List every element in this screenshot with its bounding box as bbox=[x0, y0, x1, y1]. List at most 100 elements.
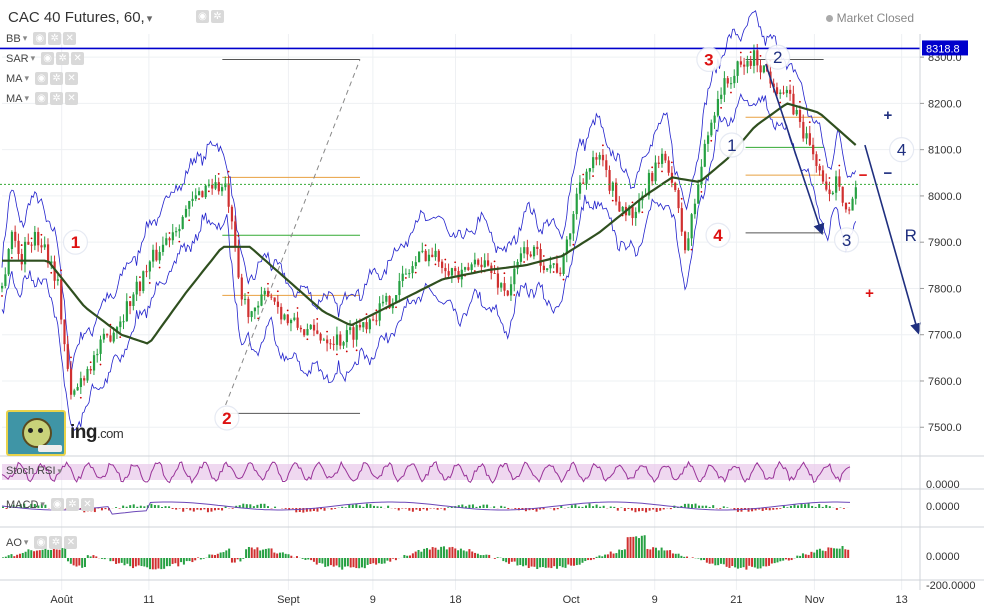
ao-bar bbox=[556, 558, 559, 569]
macd-bar bbox=[23, 503, 26, 508]
chevron-down-icon[interactable]: ▾ bbox=[40, 499, 45, 509]
close-icon[interactable]: ✕ bbox=[63, 32, 77, 45]
ao-bar bbox=[420, 551, 423, 558]
chevron-down-icon[interactable]: ▾ bbox=[24, 73, 30, 83]
eye-icon[interactable]: ◉ bbox=[41, 52, 55, 65]
macd-bar bbox=[309, 508, 312, 512]
eye-icon[interactable]: ◉ bbox=[35, 92, 49, 105]
candle-body bbox=[20, 253, 23, 265]
ao-bar bbox=[768, 558, 771, 566]
sar-dot bbox=[680, 197, 683, 200]
chart-title[interactable]: CAC 40 Futures, 60, ▾ bbox=[8, 9, 153, 26]
close-icon[interactable]: ✕ bbox=[71, 52, 85, 65]
gear-icon[interactable]: ✲ bbox=[48, 32, 62, 45]
candle-body bbox=[184, 208, 188, 217]
macd-bar bbox=[634, 508, 637, 513]
candle-body bbox=[664, 153, 667, 161]
eye-icon[interactable]: ◉ bbox=[50, 498, 64, 511]
sar-dot bbox=[670, 161, 673, 164]
indicator-legend-sar[interactable]: SAR ▾ ◉ ✲ ✕ bbox=[6, 52, 85, 65]
indicator-legend-ma[interactable]: MA ▾ ◉ ✲ ✕ bbox=[6, 72, 79, 85]
candle-body bbox=[155, 249, 158, 261]
gear-icon[interactable]: ✲ bbox=[211, 10, 224, 23]
ao-bar bbox=[129, 558, 132, 567]
y-tick-label: 7900.0 bbox=[928, 237, 962, 249]
wave-label: 1 bbox=[727, 136, 736, 155]
macd-bar bbox=[574, 503, 577, 508]
candle-body bbox=[404, 273, 408, 275]
gear-icon[interactable]: ✲ bbox=[50, 72, 64, 85]
chevron-down-icon[interactable]: ▾ bbox=[23, 537, 29, 547]
candle-body bbox=[726, 78, 729, 84]
candle-body bbox=[693, 203, 697, 215]
ao-bar bbox=[344, 558, 347, 567]
wave-label: 4 bbox=[897, 141, 906, 160]
chevron-down-icon[interactable]: ▾ bbox=[22, 33, 28, 43]
macd-bar bbox=[93, 508, 96, 513]
close-icon[interactable]: ✕ bbox=[64, 536, 78, 549]
macd-bar bbox=[599, 506, 602, 508]
gear-icon[interactable]: ✲ bbox=[56, 52, 70, 65]
sar-dot bbox=[30, 237, 33, 240]
macd-bar bbox=[500, 505, 503, 508]
gear-icon[interactable]: ✲ bbox=[49, 536, 63, 549]
candle-body bbox=[779, 92, 782, 95]
candle-body bbox=[372, 319, 375, 321]
ao-bar bbox=[612, 553, 615, 558]
chevron-down-icon[interactable]: ▾ bbox=[24, 93, 30, 103]
candle-body bbox=[99, 339, 102, 354]
chevron-down-icon[interactable]: ▾ bbox=[146, 13, 153, 25]
ao-bar bbox=[796, 555, 799, 558]
candle-body bbox=[450, 268, 454, 276]
indicator-legend-macd[interactable]: MACD ▾ ◉ ✲ ✕ bbox=[6, 498, 94, 511]
eye-icon[interactable]: ◉ bbox=[33, 32, 47, 45]
ao-bar bbox=[838, 548, 841, 558]
stoch-rsi-line bbox=[1, 460, 851, 484]
ao-bar bbox=[595, 556, 598, 558]
candle-body bbox=[700, 166, 703, 185]
ao-bar bbox=[160, 558, 163, 570]
marker-symbol: + bbox=[865, 285, 874, 302]
macd-bar bbox=[164, 506, 167, 508]
candle-body bbox=[848, 209, 851, 211]
ao-bar bbox=[801, 553, 804, 558]
indicator-legend-ma-2[interactable]: MA ▾ ◉ ✲ ✕ bbox=[6, 92, 79, 105]
ao-bar bbox=[544, 558, 547, 568]
ao-bar bbox=[519, 558, 522, 565]
sar-dot bbox=[20, 244, 23, 246]
indicator-legend-stoch-rsi[interactable]: Stoch RSI ▾ bbox=[6, 465, 63, 477]
macd-bar bbox=[245, 504, 248, 508]
candle-body bbox=[821, 170, 825, 182]
eye-icon[interactable]: ◉ bbox=[34, 536, 48, 549]
chevron-down-icon[interactable]: ▾ bbox=[57, 465, 63, 476]
sar-dot bbox=[237, 234, 240, 237]
close-icon[interactable]: ✕ bbox=[65, 92, 79, 105]
macd-bar bbox=[104, 508, 107, 510]
close-icon[interactable]: ✕ bbox=[80, 498, 94, 511]
macd-bar bbox=[429, 508, 432, 509]
sar-dot bbox=[493, 260, 496, 263]
chevron-down-icon[interactable]: ▾ bbox=[30, 53, 36, 63]
ao-bar bbox=[426, 548, 428, 558]
sar-dot bbox=[267, 282, 269, 285]
ao-bar bbox=[216, 553, 219, 558]
gear-icon[interactable]: ✲ bbox=[50, 92, 64, 105]
close-icon[interactable]: ✕ bbox=[65, 72, 79, 85]
wave-label: 2 bbox=[773, 48, 782, 67]
candle-body bbox=[211, 184, 214, 189]
macd-bar bbox=[814, 506, 817, 508]
indicator-legend-bb[interactable]: BB ▾ ◉ ✲ ✕ bbox=[6, 32, 77, 45]
ao-bar bbox=[375, 558, 378, 565]
eye-icon[interactable]: ◉ bbox=[196, 10, 209, 23]
candle-body bbox=[762, 65, 765, 73]
eye-icon[interactable]: ◉ bbox=[35, 72, 49, 85]
ao-bar bbox=[233, 558, 236, 563]
ao-bar bbox=[652, 547, 655, 558]
candle-body bbox=[418, 251, 421, 263]
indicator-legend-ao[interactable]: AO ▾ ◉ ✲ ✕ bbox=[6, 536, 78, 549]
gear-icon[interactable]: ✲ bbox=[65, 498, 79, 511]
candle-body bbox=[628, 206, 631, 216]
macd-bar bbox=[694, 503, 697, 508]
ao-bar bbox=[52, 548, 55, 558]
